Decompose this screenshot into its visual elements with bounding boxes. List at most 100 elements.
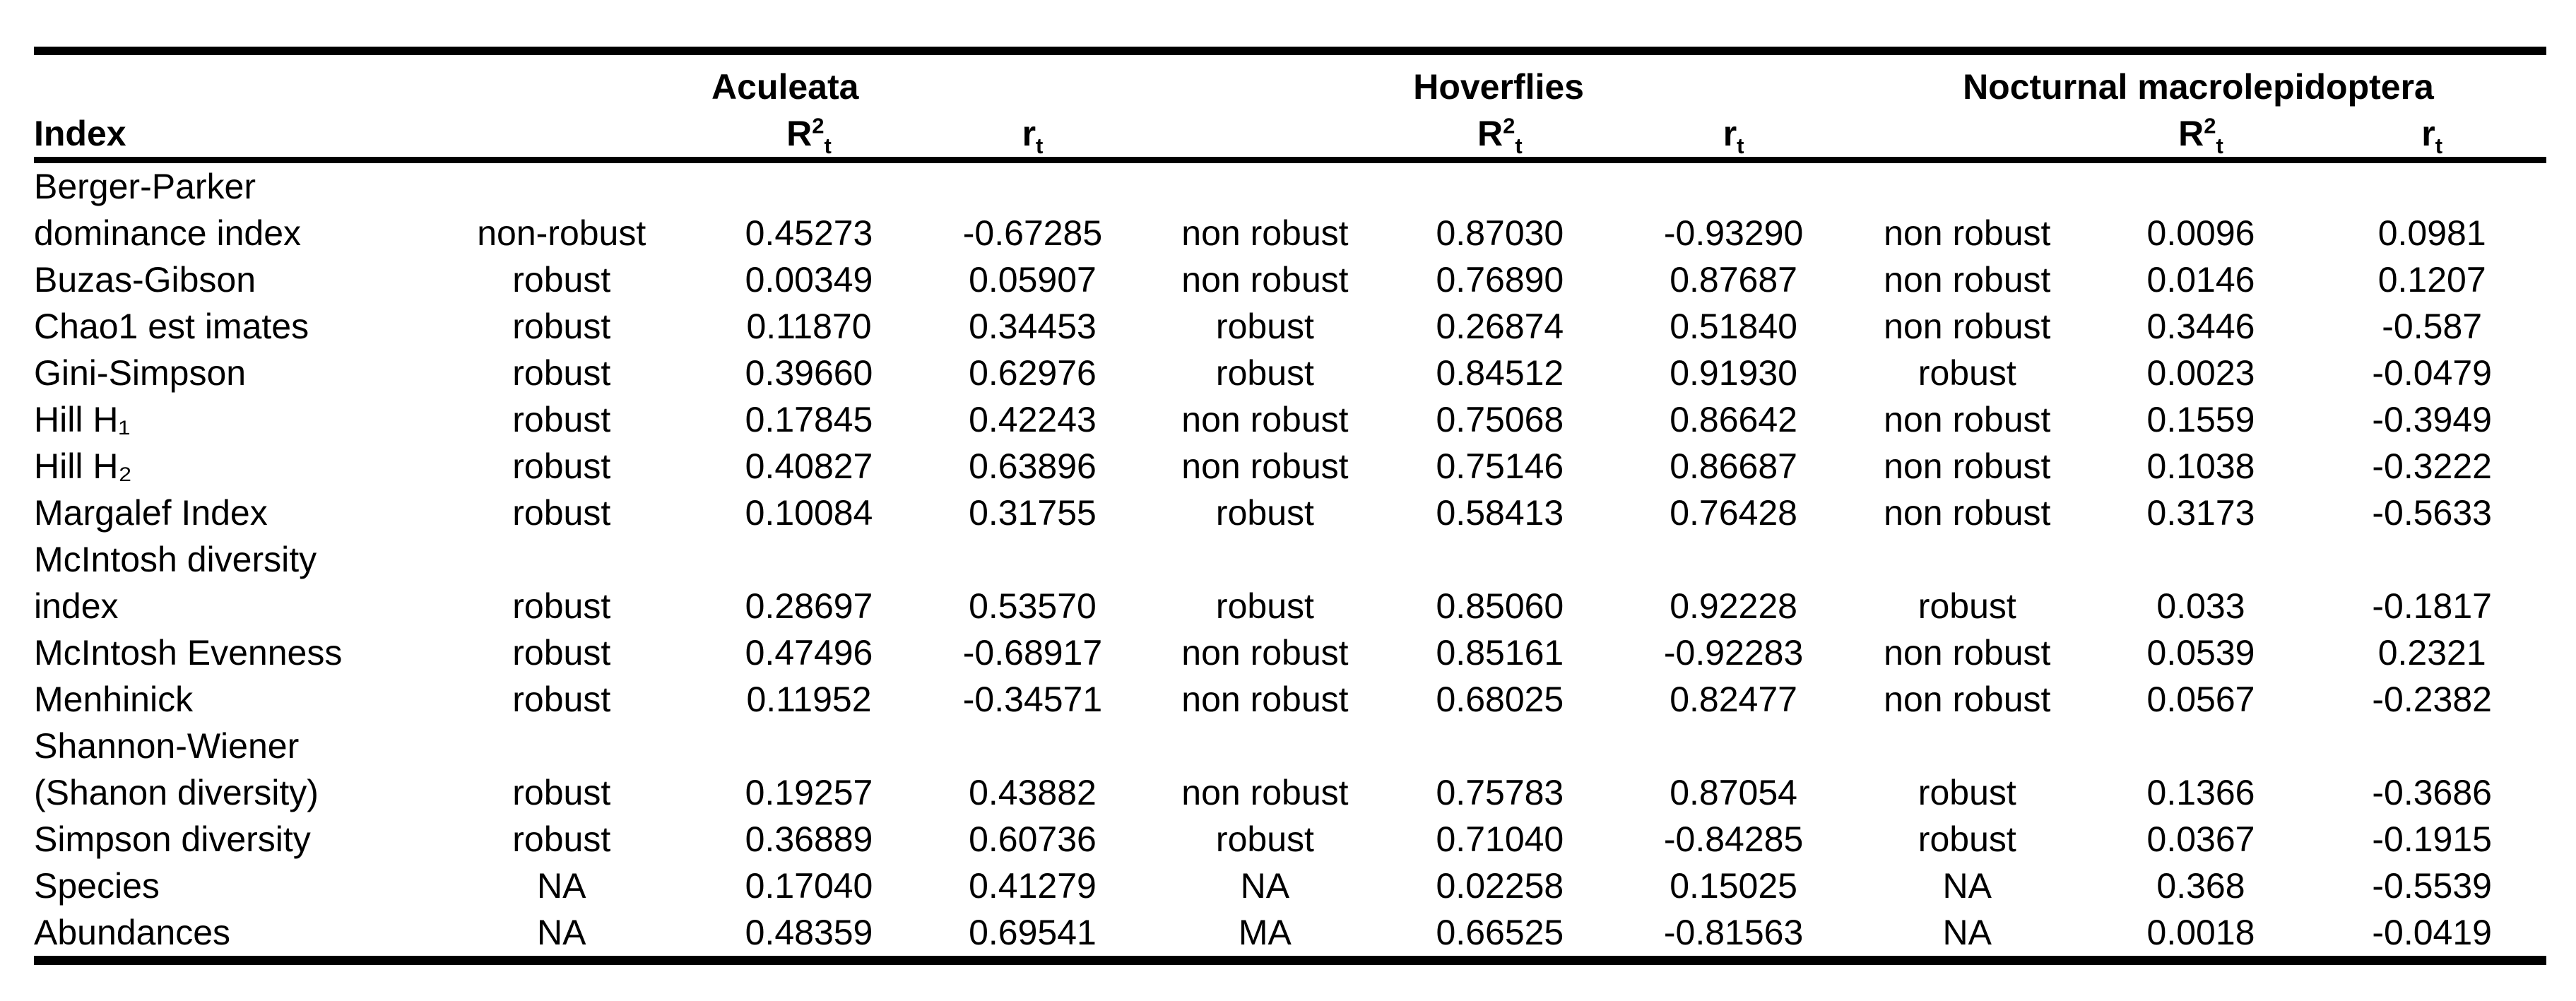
cell-hoverflies-status: non robust — [1181, 680, 1349, 719]
row-label: Margalef Index — [34, 493, 268, 533]
cell-hoverflies-r: -0.81563 — [1663, 913, 1804, 952]
cell-hoverflies-r: 0.87054 — [1670, 773, 1797, 812]
cell-nocturnal-r2: 0.1559 — [2146, 400, 2255, 439]
cell-hoverflies-status: non robust — [1181, 773, 1349, 812]
table-header: Index Aculeata Hoverflies Nocturnal macr… — [34, 51, 2546, 160]
cell-hoverflies-r: 0.15025 — [1670, 866, 1797, 906]
row-label: Buzas-Gibson — [34, 260, 256, 300]
cell-nocturnal-status: non robust — [1884, 446, 2051, 486]
cell-hoverflies-r2: 0.75783 — [1436, 773, 1564, 812]
cell-hoverflies-status: robust — [1215, 353, 1314, 393]
cell-nocturnal-status: non robust — [1884, 493, 2051, 533]
cell-hoverflies-r: 0.51840 — [1670, 307, 1797, 346]
table-body: Berger-Parker dominance index non-robust 0.… — [34, 160, 2546, 961]
table-row: Abundances NA 0.48359 0.69541 MA 0.66525 -0.81… — [34, 909, 2546, 961]
row-label: Abundances — [34, 913, 231, 952]
cell-nocturnal-status: non robust — [1884, 260, 2051, 300]
cell-hoverflies-r2: 0.76890 — [1436, 260, 1564, 300]
cell-hoverflies-status: NA — [1240, 866, 1290, 906]
table-row: McIntosh Evenness robust 0.47496 -0.68917 no… — [34, 629, 2546, 676]
cell-aculeata-status: robust — [512, 680, 611, 719]
cell-aculeata-r: 0.05907 — [969, 260, 1097, 300]
cell-aculeata-r: 0.60736 — [969, 819, 1097, 859]
cell-aculeata-r2: 0.17040 — [745, 866, 873, 906]
row-label: Simpson diversity — [34, 819, 311, 859]
row-label: Shannon-Wiener (Shanon diversity) — [34, 726, 319, 812]
cell-nocturnal-status: non robust — [1884, 213, 2051, 253]
table-row: Buzas-Gibson robust 0.00349 0.05907 non robu… — [34, 256, 2546, 303]
cell-nocturnal-r: -0.0419 — [2372, 913, 2492, 952]
cell-nocturnal-r: 0.1207 — [2377, 260, 2486, 300]
row-label: McIntosh diversity index — [34, 540, 317, 626]
cell-nocturnal-r2: 0.0023 — [2146, 353, 2255, 393]
cell-nocturnal-r: -0.3222 — [2372, 446, 2492, 486]
cell-hoverflies-r: 0.92228 — [1670, 586, 1797, 626]
cell-nocturnal-r: -0.1915 — [2372, 819, 2492, 859]
cell-aculeata-r2: 0.10084 — [745, 493, 873, 533]
cell-nocturnal-r2: 0.1038 — [2146, 446, 2255, 486]
cell-aculeata-r2: 0.28697 — [745, 586, 873, 626]
cell-hoverflies-status: non robust — [1181, 446, 1349, 486]
cell-hoverflies-r: 0.87687 — [1670, 260, 1797, 300]
cell-hoverflies-status: robust — [1215, 819, 1314, 859]
cell-aculeata-status: robust — [512, 586, 611, 626]
group-header-hoverflies: Hoverflies — [1413, 67, 1584, 107]
cell-aculeata-r: 0.62976 — [969, 353, 1097, 393]
cell-nocturnal-r2: 0.0567 — [2146, 680, 2255, 719]
cell-nocturnal-r: -0.0479 — [2372, 353, 2492, 393]
cell-hoverflies-r: 0.91930 — [1670, 353, 1797, 393]
spacer-cell — [423, 110, 699, 160]
cell-hoverflies-r2: 0.26874 — [1436, 307, 1564, 346]
cell-nocturnal-status: robust — [1918, 353, 2016, 393]
r-header-aculeata: rt — [1022, 114, 1044, 158]
row-label: Chao1 est imates — [34, 307, 309, 346]
cell-nocturnal-status: NA — [1942, 913, 1992, 952]
cell-aculeata-r: 0.53570 — [969, 586, 1097, 626]
group-header-row: Index Aculeata Hoverflies Nocturnal macr… — [34, 51, 2546, 153]
cell-aculeata-status: non-robust — [477, 213, 646, 253]
cell-hoverflies-r2: 0.85060 — [1436, 586, 1564, 626]
table-row: McIntosh diversity index robust 0.28697 0.53… — [34, 536, 2546, 629]
cell-nocturnal-status: non robust — [1884, 633, 2051, 673]
cell-aculeata-r2: 0.40827 — [745, 446, 873, 486]
cell-nocturnal-r2: 0.0367 — [2146, 819, 2255, 859]
cell-aculeata-status: robust — [512, 819, 611, 859]
cell-hoverflies-r2: 0.66525 — [1436, 913, 1564, 952]
cell-nocturnal-r: -0.587 — [2382, 307, 2483, 346]
cell-nocturnal-r: -0.1817 — [2372, 586, 2492, 626]
cell-hoverflies-r: 0.76428 — [1670, 493, 1797, 533]
cell-nocturnal-r2: 0.0096 — [2146, 213, 2255, 253]
cell-nocturnal-status: non robust — [1884, 307, 2051, 346]
cell-hoverflies-r2: 0.84512 — [1436, 353, 1564, 393]
cell-nocturnal-status: robust — [1918, 586, 2016, 626]
cell-hoverflies-r: -0.84285 — [1663, 819, 1804, 859]
cell-nocturnal-r2: 0.0539 — [2146, 633, 2255, 673]
cell-nocturnal-r2: 0.3446 — [2146, 307, 2255, 346]
table-row: Hill H₁ robust 0.17845 0.42243 non robust 0.7… — [34, 396, 2546, 443]
r-header-nocturnal: rt — [2421, 114, 2443, 158]
cell-nocturnal-r2: 0.0018 — [2146, 913, 2255, 952]
cell-hoverflies-r2: 0.75146 — [1436, 446, 1564, 486]
row-label: Berger-Parker dominance index — [34, 167, 302, 253]
table-row: Species NA 0.17040 0.41279 NA 0.02258 0.15025 N… — [34, 863, 2546, 909]
cell-aculeata-status: robust — [512, 773, 611, 812]
table-row: Margalef Index robust 0.10084 0.31755 robust… — [34, 490, 2546, 536]
cell-hoverflies-r2: 0.58413 — [1436, 493, 1564, 533]
cell-hoverflies-status: non robust — [1181, 260, 1349, 300]
index-column-header: Index — [34, 114, 126, 153]
metric-header-row: R2t rt R2t rt R2t rt — [34, 110, 2546, 160]
cell-aculeata-r: 0.69541 — [969, 913, 1097, 952]
cell-hoverflies-r2: 0.85161 — [1436, 633, 1564, 673]
cell-aculeata-status: robust — [512, 633, 611, 673]
spacer-cell — [1147, 110, 1383, 160]
table-row: Berger-Parker dominance index non-robust 0.… — [34, 160, 2546, 257]
cell-nocturnal-r2: 0.033 — [2156, 586, 2245, 626]
cell-aculeata-r2: 0.47496 — [745, 633, 873, 673]
cell-nocturnal-status: non robust — [1884, 400, 2051, 439]
cell-aculeata-status: NA — [537, 913, 586, 952]
cell-hoverflies-r2: 0.71040 — [1436, 819, 1564, 859]
cell-aculeata-status: robust — [512, 493, 611, 533]
cell-aculeata-r: 0.31755 — [969, 493, 1097, 533]
cell-hoverflies-status: robust — [1215, 307, 1314, 346]
